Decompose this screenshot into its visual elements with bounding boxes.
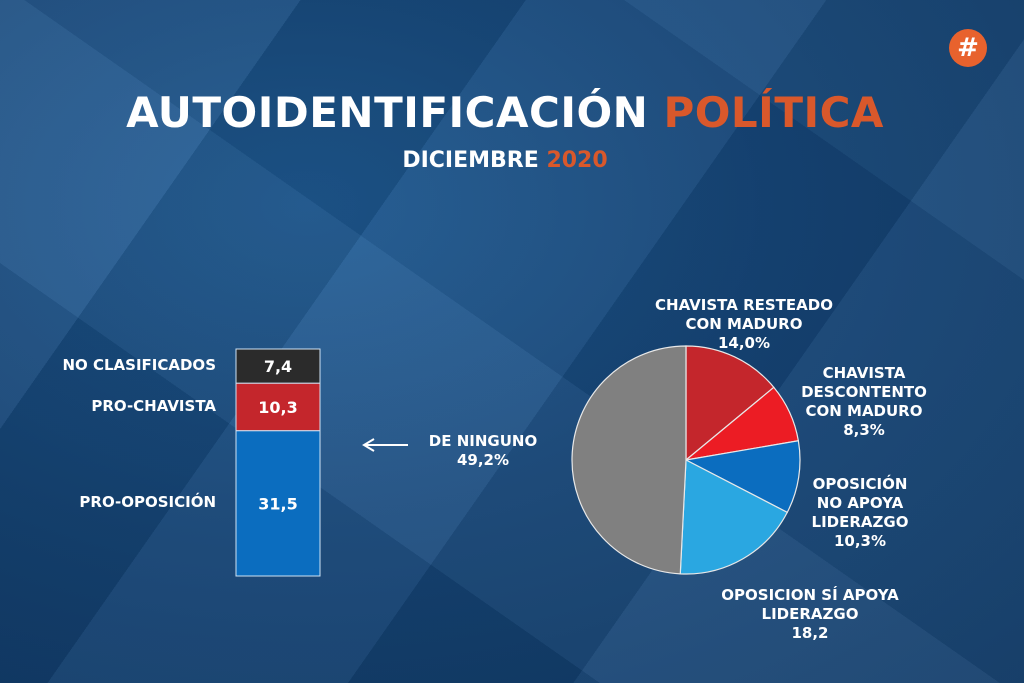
pie-label-line: CHAVISTA — [822, 364, 906, 382]
pie-slice-label: OPOSICIÓN NO APOYA LIDERAZGO 10,3% — [812, 475, 909, 551]
pie-label-line: CON MADURO — [805, 402, 923, 420]
pie-label-line: NO APOYA — [816, 494, 904, 512]
bar-value-label: 31,5 — [258, 494, 297, 513]
bar-segment — [235, 348, 321, 384]
page-title: AUTOIDENTIFICACIÓN POLÍTICA — [0, 88, 1010, 137]
subtitle-main: DICIEMBRE — [402, 148, 539, 173]
title-main: AUTOIDENTIFICACIÓN — [126, 88, 649, 137]
bar-category-label: NO CLASIFICADOS — [62, 356, 216, 375]
pie-slice-label: CHAVISTA DESCONTENTO CON MADURO 8,3% — [801, 364, 927, 440]
pie-label-line: DE NINGUNO — [428, 432, 538, 450]
pie-slice — [571, 345, 687, 575]
page-subtitle: DICIEMBRE 2020 — [0, 148, 1010, 173]
pie-slice — [679, 459, 789, 575]
arrow-icon — [362, 438, 408, 452]
title-accent: POLÍTICA — [663, 88, 884, 137]
pie-label-line: 49,2% — [456, 451, 510, 469]
bar-value-label: 10,3 — [258, 398, 297, 417]
pie-slice-label: DE NINGUNO 49,2% — [429, 432, 537, 470]
pie-label-line: LIDERAZGO — [761, 605, 859, 623]
pie-slice-label: CHAVISTA RESTEADO CON MADURO 14,0% — [655, 296, 833, 353]
pie-label-line: 18,2 — [791, 624, 829, 642]
pie-label-line: LIDERAZGO — [811, 513, 909, 531]
pie-slice-label: OPOSICION SÍ APOYA LIDERAZGO 18,2 — [721, 586, 898, 643]
bar-segment — [235, 382, 321, 432]
bar-category-label: PRO-CHAVISTA — [91, 396, 216, 415]
bar-segment — [235, 430, 321, 577]
pie-label-line: OPOSICIÓN — [812, 475, 908, 493]
hashtag-logo-icon: # — [949, 29, 987, 67]
pie-slice — [685, 345, 775, 462]
pie-slice — [684, 440, 801, 514]
bar-category-label: PRO-OPOSICIÓN — [79, 493, 216, 512]
pie-label-line: 8,3% — [843, 421, 885, 439]
subtitle-accent: 2020 — [546, 148, 608, 173]
bar-value-label: 7,4 — [264, 357, 292, 376]
pie-label-line: CON MADURO — [685, 315, 803, 333]
pie-label-line: CHAVISTA RESTEADO — [655, 296, 833, 314]
pie-label-line: 10,3% — [833, 532, 887, 550]
pie-label-line: DESCONTENTO — [801, 383, 927, 401]
pie-label-line: OPOSICION SÍ APOYA — [721, 586, 899, 604]
pie-label-line: 14,0% — [717, 334, 771, 352]
